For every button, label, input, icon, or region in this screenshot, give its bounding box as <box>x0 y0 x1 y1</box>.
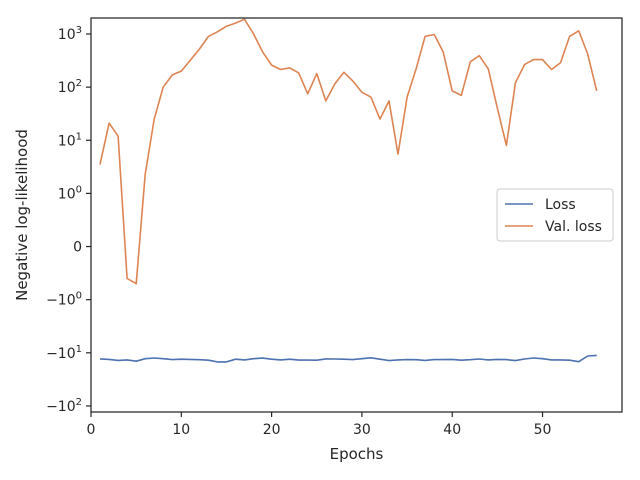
y-axis-ticks: 103 102 101 100 0 −100 −101 −102 <box>46 25 91 415</box>
plot-series <box>99 18 598 363</box>
y-tick-label: 100 <box>58 184 82 202</box>
x-tick-label: 20 <box>263 422 281 438</box>
y-tick-label: 103 <box>58 25 82 43</box>
x-axis-title: Epochs <box>330 445 384 463</box>
x-tick-label: 10 <box>172 422 190 438</box>
series-line-val-loss <box>99 18 598 285</box>
y-tick-label: 0 <box>73 240 82 256</box>
legend-frame <box>496 188 614 242</box>
legend: Loss Val. loss <box>496 188 614 242</box>
series-line-loss <box>99 354 597 363</box>
legend-label-loss: Loss <box>545 197 576 213</box>
x-tick-label: 40 <box>443 422 461 438</box>
y-tick-label: −102 <box>46 397 82 415</box>
legend-label-val-loss: Val. loss <box>545 219 602 235</box>
x-tick-label: 30 <box>353 422 371 438</box>
y-tick-label: 101 <box>58 131 82 149</box>
y-tick-label: −100 <box>46 291 82 309</box>
x-tick-label: 0 <box>87 422 96 438</box>
x-tick-label: 50 <box>534 422 552 438</box>
y-axis-title: Negative log-likelihood <box>13 129 31 301</box>
plot-area-frame <box>90 17 623 413</box>
y-tick-label: 102 <box>58 78 82 96</box>
x-axis-ticks: 0 10 20 30 40 50 <box>87 412 552 438</box>
y-tick-label: −101 <box>46 344 82 362</box>
